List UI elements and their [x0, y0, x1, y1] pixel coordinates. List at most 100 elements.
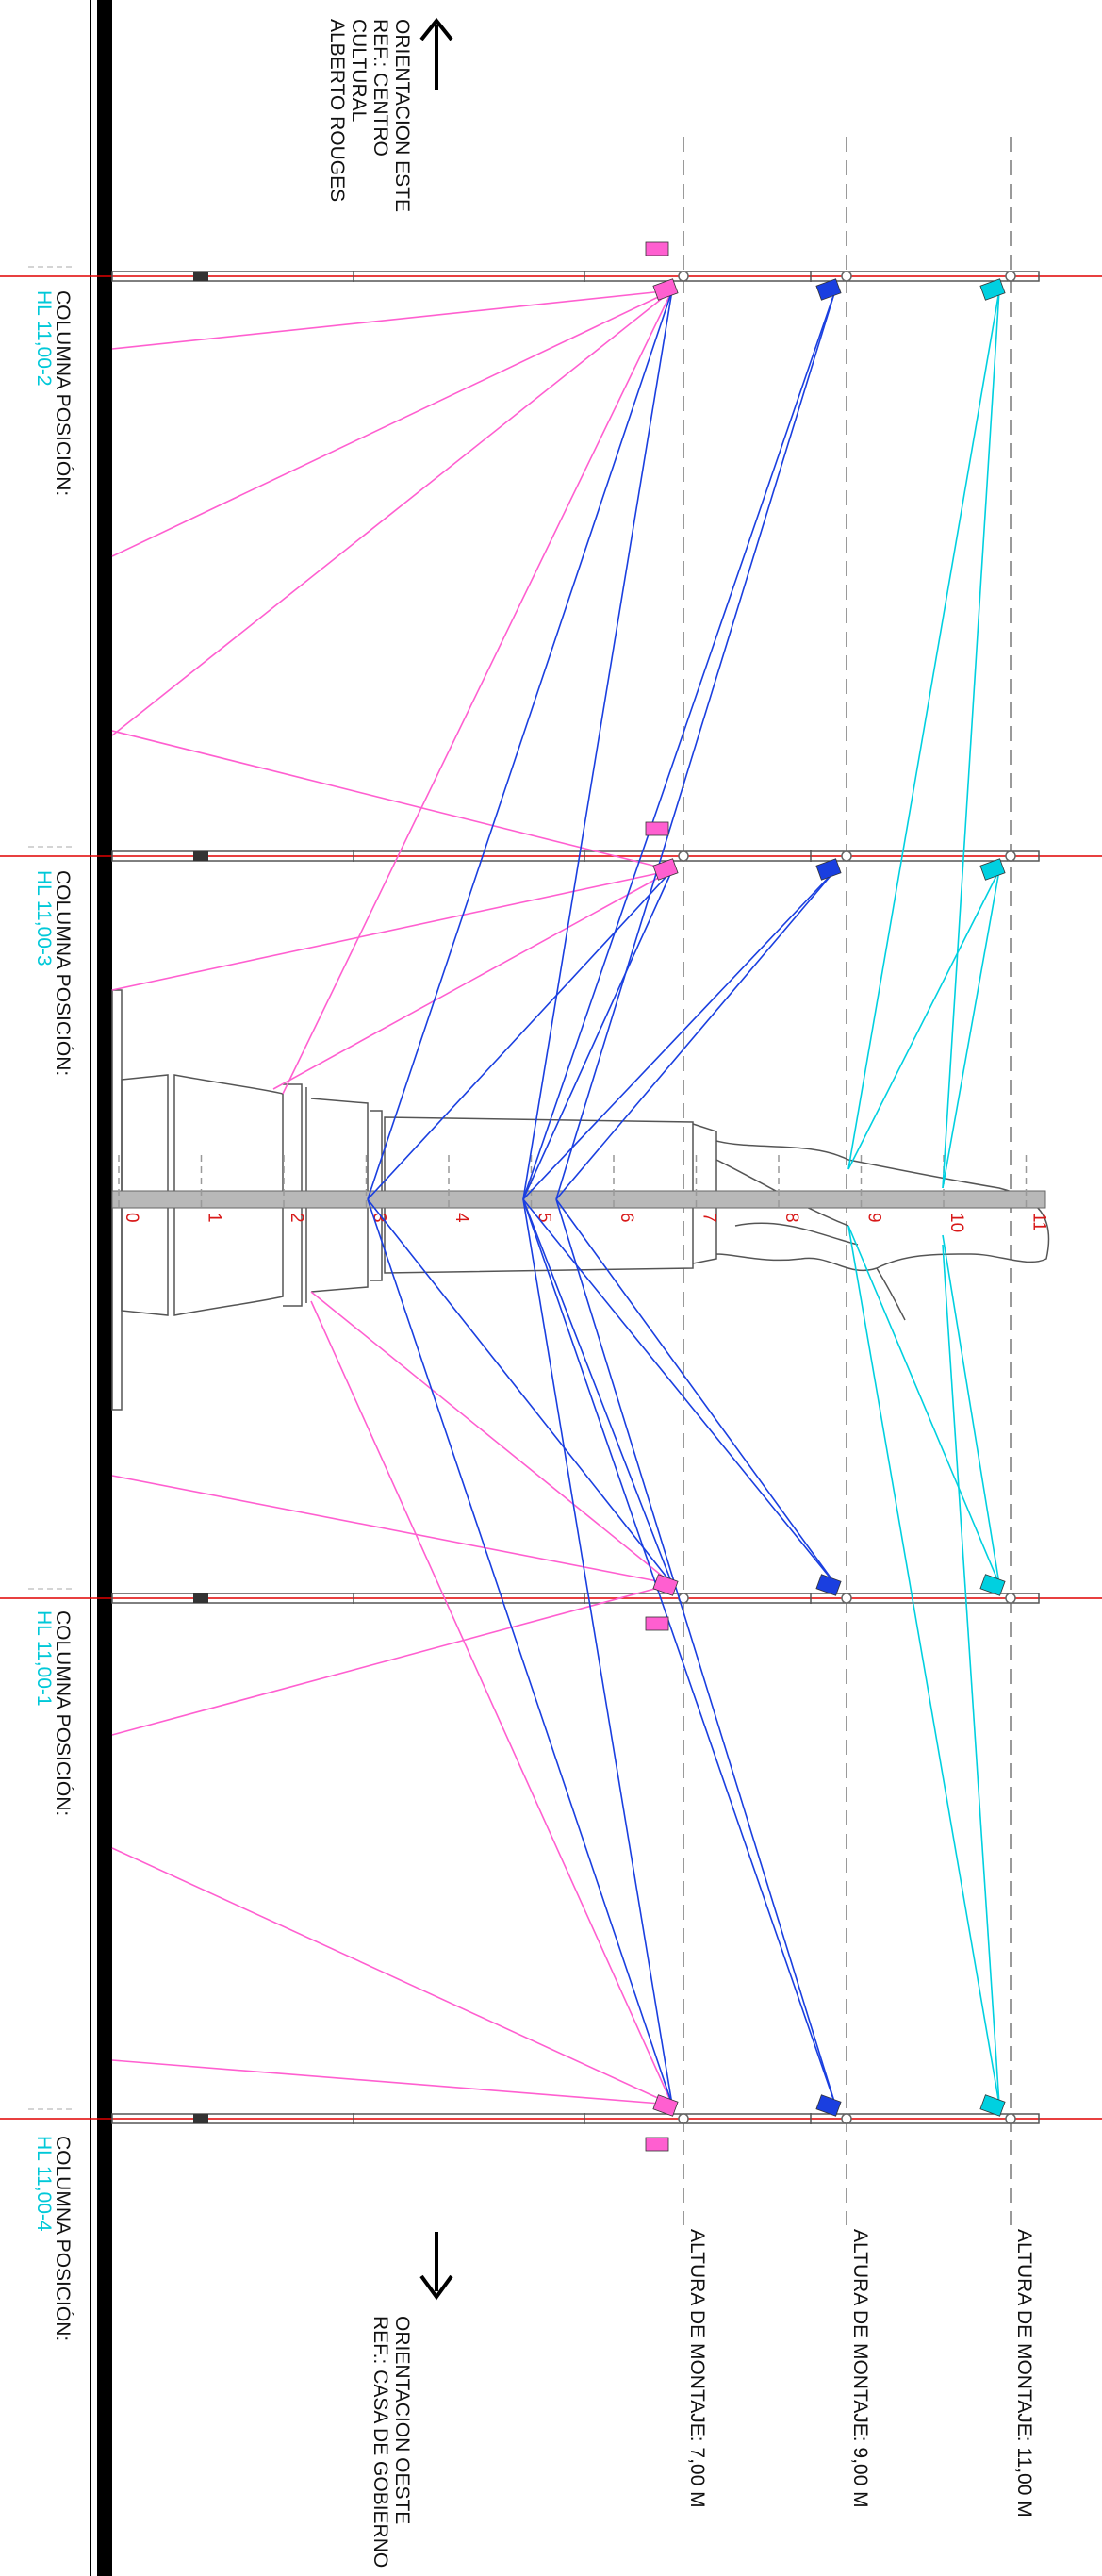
- column-bracket-1: [678, 271, 689, 282]
- beam-7-1: [522, 1198, 673, 1585]
- luminaire-3-3: [979, 1574, 1006, 1596]
- ruler-tick-label-10: 10: [946, 1213, 966, 1232]
- beam-11-1: [555, 1198, 836, 1585]
- column-bracket-3: [1005, 850, 1016, 862]
- orientation-east-line1: ORIENTACION ESTE: [391, 19, 413, 212]
- beam-10-0: [522, 869, 836, 1200]
- column-bracket-3: [1005, 271, 1016, 282]
- orientation-east-line4: ALBERTO ROUGES: [326, 19, 348, 202]
- column-2: [0, 846, 1102, 862]
- ruler-tick-label-5: 5: [535, 1213, 554, 1223]
- beam-13-1: [942, 289, 1000, 1189]
- column-base-plate: [193, 1593, 208, 1603]
- column-base-plate: [193, 851, 208, 861]
- ruler-tick-label-4: 4: [452, 1213, 471, 1223]
- column-1: [0, 266, 1102, 282]
- column-1-label: COLUMNA POSICIÓN:: [52, 290, 74, 496]
- luminaire-body: [979, 1574, 1006, 1596]
- ground-band: [97, 0, 112, 2576]
- luminaire-1-2: [815, 278, 842, 301]
- luminaire-3-2: [815, 1574, 842, 1596]
- beam-3-1: [111, 2059, 673, 2105]
- luminaire-body: [979, 278, 1006, 301]
- orientation-east-line2: REF.: CENTRO: [370, 19, 391, 157]
- ruler-tick-label-11: 11: [1029, 1213, 1049, 1231]
- column-4-label: COLUMNA POSICIÓN:: [52, 2136, 74, 2341]
- beam-1-0: [111, 730, 673, 871]
- orientation-west: ORIENTACION OESTE REF.: CASA DE GOBIERNO: [370, 2232, 453, 2568]
- beam-9-0: [522, 289, 836, 1200]
- luminaire-2-3: [979, 858, 1006, 881]
- column-bracket-3: [1005, 2113, 1016, 2124]
- beam-9-1: [555, 289, 836, 1200]
- luminaire-body: [652, 2094, 679, 2117]
- ruler-tick-label-0: 0: [122, 1213, 141, 1223]
- column-bracket-2: [841, 2113, 852, 2124]
- beam-5-1: [522, 289, 673, 1200]
- beam-8-1: [522, 1198, 673, 2105]
- monument-lower-shaft: [173, 1074, 284, 1316]
- luminaire-secondary: [645, 241, 669, 256]
- luminaire-4-2: [815, 2094, 842, 2117]
- luminaire-body: [979, 858, 1006, 881]
- height-ruler: 0 1 2 3 4 5 6 7 8 9 10 11: [111, 1155, 1049, 1232]
- orientation-west-line1: ORIENTACION OESTE: [391, 2316, 413, 2524]
- beam-6-1: [522, 869, 673, 1200]
- beam-1-2: [272, 869, 673, 1090]
- column-4: [0, 2108, 1102, 2124]
- beam-3-0: [111, 1847, 673, 2105]
- column-label-3: COLUMNA POSICIÓN: HL 11,00-1: [33, 1610, 74, 1816]
- beam-0-0: [111, 289, 673, 350]
- orientation-east-line3: CULTURAL: [348, 19, 370, 122]
- column-pole: [111, 1593, 1040, 1604]
- ruler-tick-label-1: 1: [205, 1213, 224, 1223]
- beam-16-1: [942, 1244, 1000, 2105]
- arrow-down-icon: [419, 2232, 453, 2301]
- beam-14-0: [847, 869, 1000, 1170]
- luminaire-2-1: [645, 821, 679, 881]
- luminaire-body: [979, 2094, 1006, 2117]
- ruler-tick-label-7: 7: [699, 1213, 719, 1223]
- column-2-label: COLUMNA POSICIÓN:: [52, 870, 74, 1076]
- column-2-code: HL 11,00-3: [33, 870, 55, 966]
- luminaire-body: [815, 858, 842, 881]
- luminaire-2-2: [815, 858, 842, 881]
- column-bracket-2: [841, 850, 852, 862]
- mounting-height-label-11m: ALTURA DE MONTAJE: 11,00 M: [1013, 2229, 1035, 2518]
- beam-12-1: [555, 1198, 836, 2105]
- luminaire-3-1: [645, 1574, 679, 1631]
- ruler-tick-label-3: 3: [370, 1213, 389, 1223]
- column-pole: [111, 271, 1040, 282]
- luminaire-body: [652, 278, 679, 301]
- mounting-height-label-9m: ALTURA DE MONTAJE: 9,00 M: [849, 2229, 871, 2508]
- beam-2-0: [111, 1475, 673, 1585]
- luminaire-body: [815, 2094, 842, 2117]
- ruler-tick-label-2: 2: [287, 1213, 306, 1223]
- beam-8-0: [367, 1198, 673, 2105]
- column-base-plate: [193, 2114, 208, 2123]
- arrow-up-icon: [419, 17, 453, 90]
- mounting-height-label-7m: ALTURA DE MONTAJE: 7,00 M: [686, 2229, 708, 2508]
- beam-0-1: [111, 289, 673, 557]
- columns: [0, 266, 1102, 2124]
- beam-11-0: [522, 1198, 836, 1585]
- orientation-east: ORIENTACION ESTE REF.: CENTRO CULTURAL A…: [326, 17, 453, 212]
- beam-12-0: [522, 1198, 836, 2105]
- column-3-code: HL 11,00-1: [33, 1610, 55, 1707]
- column-pole: [111, 2113, 1040, 2124]
- beam-13-0: [847, 289, 1000, 1170]
- monument-figure: [715, 1140, 1050, 1272]
- luminaire-body: [652, 1574, 679, 1596]
- beam-16-0: [847, 1225, 1000, 2105]
- luminaire-secondary: [645, 1616, 669, 1631]
- beam-4-0: [111, 289, 673, 736]
- beam-6-0: [367, 869, 673, 1200]
- beam-2-2: [310, 1291, 673, 1585]
- monument-base-block: [121, 1074, 169, 1316]
- column-label-4: COLUMNA POSICIÓN: HL 11,00-4: [33, 2136, 74, 2341]
- column-label-1: COLUMNA POSICIÓN: HL 11,00-2: [33, 290, 74, 496]
- mounting-height-lines: [683, 137, 1012, 2225]
- luminaire-secondary: [645, 821, 669, 836]
- beam-15-0: [847, 1225, 1000, 1585]
- luminaire-1-1: [645, 241, 679, 301]
